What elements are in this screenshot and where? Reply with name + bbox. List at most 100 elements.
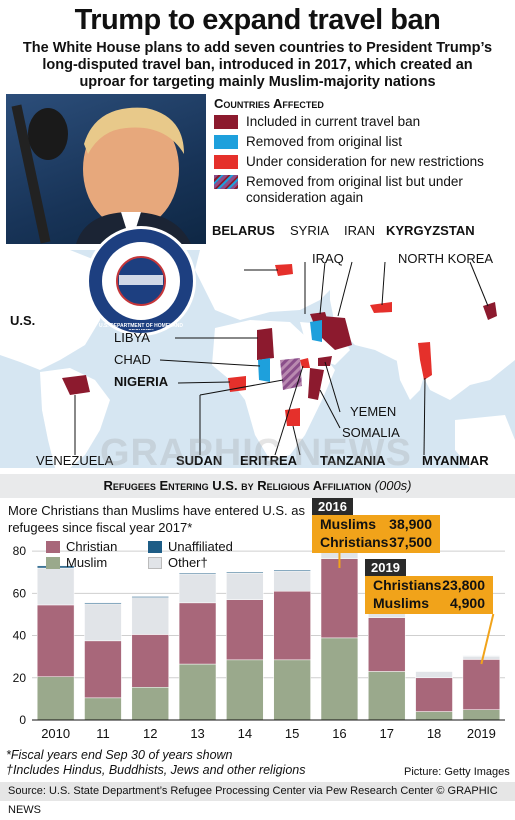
y-tick-label: 20 bbox=[13, 671, 27, 685]
dhs-seal: U.S. DEPARTMENT OF HOMELAND SECURITY bbox=[86, 226, 196, 336]
legend-label: Under consideration for new restrictions bbox=[246, 154, 484, 170]
x-tick-label: 15 bbox=[285, 726, 299, 741]
legend-item-removed: Removed from original list bbox=[214, 134, 402, 150]
bar-muslim-12 bbox=[132, 687, 169, 720]
label-iraq: IRAQ bbox=[312, 252, 344, 266]
callout-2019-year: 2019 bbox=[365, 559, 406, 576]
callout-row: Muslims 38,900 bbox=[312, 515, 440, 533]
country-sudan bbox=[280, 358, 302, 390]
legend-swatch bbox=[214, 135, 238, 149]
bar-other-14 bbox=[226, 573, 263, 599]
label-kyrgyzstan: KYRGYZSTAN bbox=[386, 224, 475, 238]
legend-label: Other† bbox=[168, 554, 208, 571]
legend-item-consideration: Under consideration for new restrictions bbox=[214, 154, 484, 170]
bar-muslim-16 bbox=[321, 638, 358, 720]
label-nigeria: NIGERIA bbox=[114, 375, 168, 389]
callout-label: Christians bbox=[320, 533, 388, 551]
callout-label: Christians bbox=[373, 576, 441, 594]
chart-title: Refugees Entering U.S. by Religious Affi… bbox=[0, 474, 515, 498]
label-syria: SYRIA bbox=[290, 224, 329, 238]
x-tick-label: 2019 bbox=[467, 726, 496, 741]
legend-swatch bbox=[148, 541, 162, 553]
page-title: Trump to expand travel ban bbox=[0, 4, 515, 37]
bar-christian-17 bbox=[368, 618, 405, 672]
callout-value: 38,900 bbox=[389, 515, 432, 533]
bar-other-12 bbox=[132, 598, 169, 635]
seal-text: U.S. DEPARTMENT OF HOMELAND SECURITY bbox=[90, 323, 192, 330]
bar-muslim-15 bbox=[274, 660, 311, 720]
legend-swatch bbox=[214, 155, 238, 169]
label-north-korea: NORTH KOREA bbox=[398, 252, 493, 266]
legend-swatch bbox=[46, 557, 60, 569]
bar-muslim-2019 bbox=[463, 710, 500, 720]
callout-label: Muslims bbox=[373, 594, 429, 612]
x-tick-label: 14 bbox=[238, 726, 252, 741]
legend-swatch bbox=[148, 557, 162, 569]
legend-title: Countries Affected bbox=[214, 96, 324, 111]
legend-label: Removed from original list but under con… bbox=[246, 174, 504, 206]
x-tick-label: 18 bbox=[427, 726, 441, 741]
chart-title-unit: (000s) bbox=[375, 478, 412, 493]
bar-christian-2019 bbox=[463, 659, 500, 709]
y-tick-label: 80 bbox=[13, 544, 27, 558]
callout-2016-year: 2016 bbox=[312, 498, 353, 515]
x-tick-label: 11 bbox=[96, 726, 110, 741]
bar-christian-15 bbox=[274, 591, 311, 660]
legend-label: Christian bbox=[66, 538, 117, 555]
subtitle: The White House plans to add seven count… bbox=[20, 40, 495, 91]
bar-muslim-18 bbox=[416, 712, 453, 720]
bar-other-15 bbox=[274, 571, 311, 591]
callout-value: 37,500 bbox=[389, 533, 432, 551]
watermark: GRAPHIC NEWS bbox=[100, 432, 412, 475]
bar-unaffiliated-14 bbox=[226, 572, 263, 573]
y-tick-label: 60 bbox=[13, 586, 27, 600]
legend-label: Included in current travel ban bbox=[246, 114, 420, 130]
bar-muslim-14 bbox=[226, 660, 263, 720]
bar-christian-16 bbox=[321, 559, 358, 638]
label-libya: LIBYA bbox=[114, 331, 150, 345]
photo-credit: Picture: Getty Images bbox=[404, 766, 510, 778]
bar-christian-14 bbox=[226, 600, 263, 660]
bar-other-2019 bbox=[463, 656, 500, 659]
bar-christian-11 bbox=[85, 641, 122, 698]
bar-christian-12 bbox=[132, 635, 169, 688]
bar-other-2010 bbox=[37, 568, 74, 605]
legend-swatch bbox=[214, 175, 238, 189]
y-tick-label: 0 bbox=[19, 713, 26, 727]
bar-muslim-11 bbox=[85, 698, 122, 720]
label-chad: CHAD bbox=[114, 353, 151, 367]
footnote: *Fiscal years end Sep 30 of years shown bbox=[6, 748, 305, 763]
legend-label: Muslim bbox=[66, 554, 107, 571]
x-tick-label: 12 bbox=[143, 726, 157, 741]
label-belarus: BELARUS bbox=[212, 224, 275, 238]
label-us: U.S. bbox=[10, 314, 35, 328]
bar-christian-18 bbox=[416, 678, 453, 712]
country-libya bbox=[257, 328, 274, 360]
legend-item-both: Removed from original list but under con… bbox=[214, 174, 504, 206]
legend-other: Other† bbox=[148, 554, 268, 571]
callout-label: Muslims bbox=[320, 515, 376, 533]
legend-item-current: Included in current travel ban bbox=[214, 114, 420, 130]
bar-muslim-2010 bbox=[37, 677, 74, 720]
bar-other-13 bbox=[179, 574, 216, 603]
legend-swatch bbox=[46, 541, 60, 553]
seal-band bbox=[119, 275, 163, 285]
bar-unaffiliated-11 bbox=[85, 603, 122, 604]
bar-unaffiliated-15 bbox=[274, 570, 311, 571]
country-chad bbox=[258, 358, 270, 382]
x-tick-label: 2010 bbox=[41, 726, 70, 741]
callout-value: 23,800 bbox=[442, 576, 485, 594]
source-line: Source: U.S. State Department’s Refugee … bbox=[0, 782, 515, 801]
trump-photo bbox=[6, 94, 206, 244]
bar-christian-2010 bbox=[37, 605, 74, 677]
bar-other-18 bbox=[416, 671, 453, 677]
y-tick-label: 40 bbox=[13, 629, 27, 643]
x-tick-label: 17 bbox=[380, 726, 394, 741]
bar-christian-13 bbox=[179, 603, 216, 664]
bar-other-11 bbox=[85, 604, 122, 641]
legend-label: Unaffiliated bbox=[168, 538, 233, 555]
